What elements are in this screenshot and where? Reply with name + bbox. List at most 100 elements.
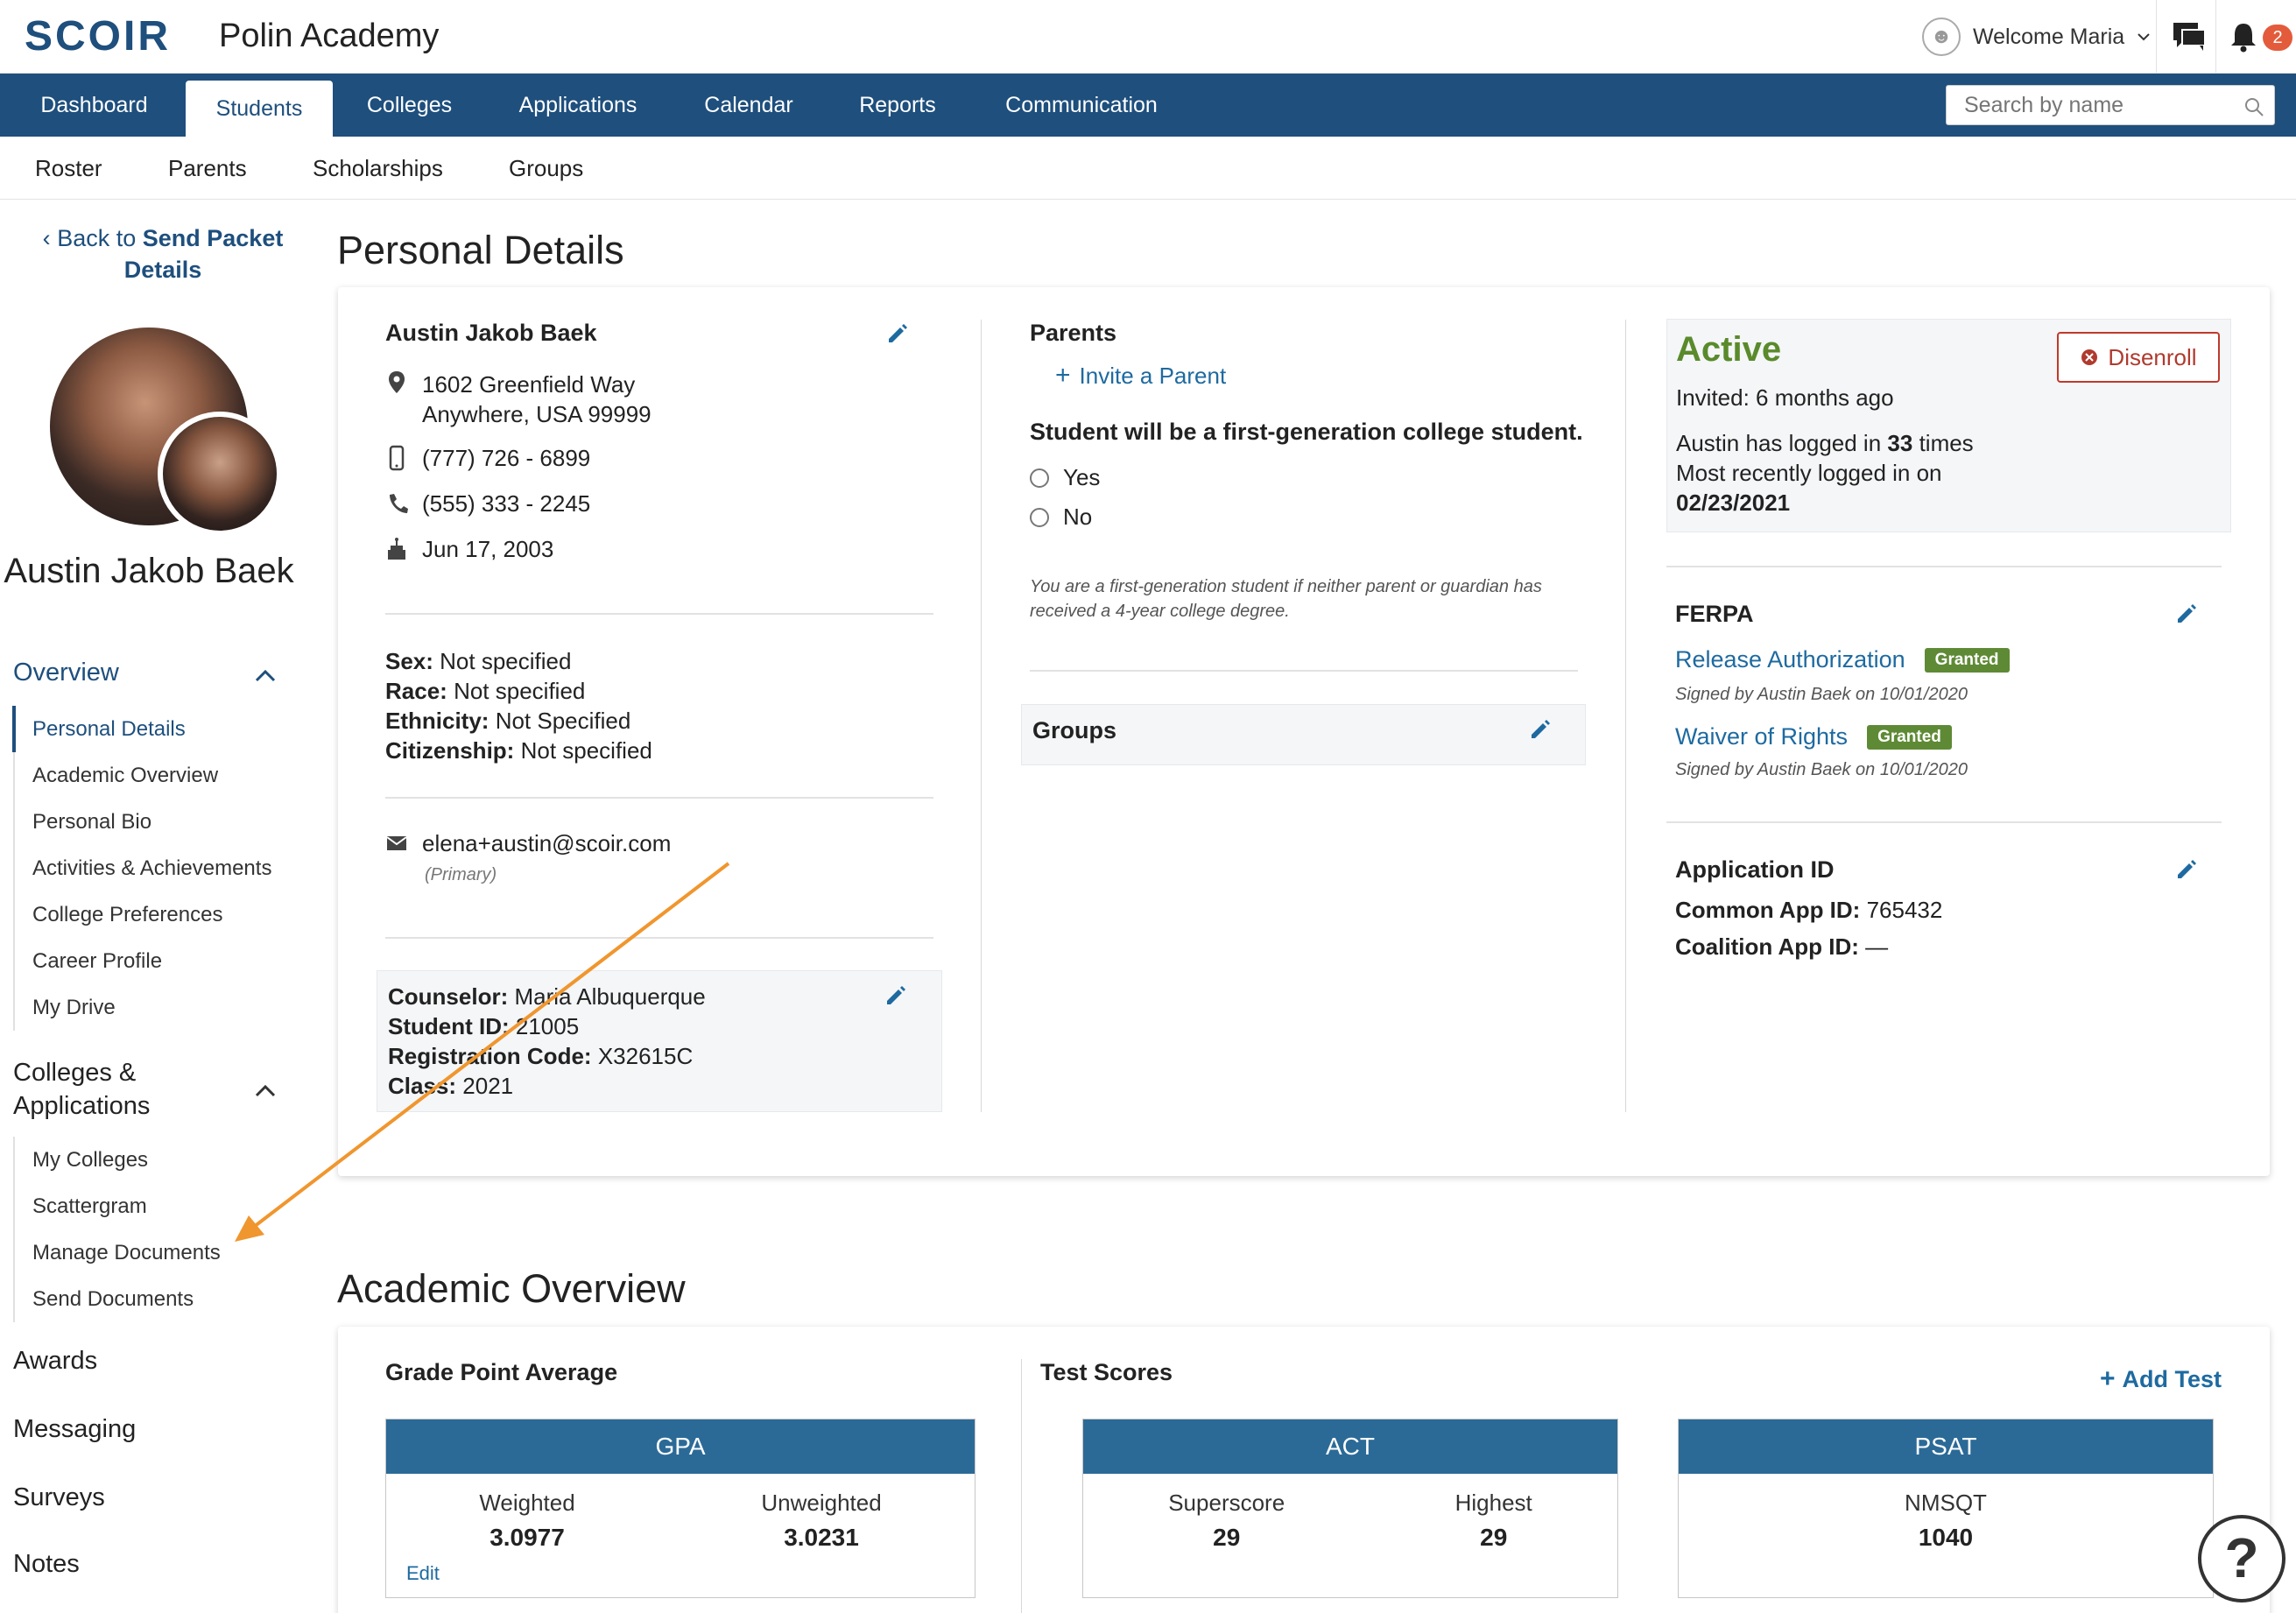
citizenship-label: Citizenship: [385,737,515,764]
sidebar-item-my-colleges[interactable]: My Colleges [32,1148,149,1172]
user-menu[interactable]: ☻ Welcome Maria [1922,16,2151,58]
sidebar-section-messaging[interactable]: Messaging [13,1415,137,1443]
sidebar-section-notes[interactable]: Notes [13,1550,80,1578]
sidebar-item-career-profile[interactable]: Career Profile [32,949,163,973]
main-navigation: Dashboard Students Colleges Applications… [0,74,2296,137]
disenroll-label: Disenroll [2108,343,2197,370]
psat-nmsqt: NMSQT 1040 [1905,1490,1987,1552]
nav-calendar[interactable]: Calendar [704,93,793,117]
nav-dashboard[interactable]: Dashboard [40,93,148,117]
subnav-scholarships[interactable]: Scholarships [313,155,443,181]
notification-badge: 2 [2263,25,2292,51]
sidebar-item-activities[interactable]: Activities & Achievements [32,856,272,880]
counselor-box: Counselor: Maria Albuquerque Student ID:… [377,970,942,1112]
citizenship-value: Not specified [520,737,652,764]
search-icon[interactable] [2243,96,2264,117]
column-divider [981,320,982,1112]
sidebar-item-college-preferences[interactable]: College Preferences [32,903,223,926]
psat-box: PSAT NMSQT 1040 [1678,1419,2214,1598]
nav-colleges[interactable]: Colleges [366,93,453,117]
counselor-label: Counselor: [388,983,509,1010]
sidebar-item-my-drive[interactable]: My Drive [32,996,116,1019]
divider [385,797,933,799]
birthday-row: Jun 17, 2003 [385,536,553,563]
scoir-logo[interactable]: SCOIR [25,13,172,60]
edit-pencil-icon[interactable] [886,322,909,345]
weighted-gpa: Weighted 3.0977 [479,1490,574,1552]
race-label: Race: [385,678,447,704]
common-app-label: Common App ID: [1675,897,1861,923]
divider [1666,821,2222,823]
edit-pencil-icon[interactable] [2175,858,2198,881]
ferpa-heading: FERPA [1675,601,1754,627]
email-primary-tag: (Primary) [425,865,497,884]
bell-icon[interactable] [2229,21,2258,53]
chevron-up-icon[interactable] [254,669,277,683]
edit-pencil-icon[interactable] [2175,602,2198,625]
parents-heading: Parents [1030,320,1117,346]
nav-students[interactable]: Students [186,81,333,137]
address-row: 1602 Greenfield Way Anywhere, USA 99999 [385,370,651,429]
disenroll-button[interactable]: Disenroll [2057,332,2220,383]
header-divider [2215,0,2216,74]
student-photo-small[interactable] [158,412,282,536]
chevron-up-icon[interactable] [254,1084,277,1098]
divider [1030,670,1578,672]
groups-box: Groups [1021,704,1586,765]
sidebar-section-surveys[interactable]: Surveys [13,1483,105,1511]
sidebar-item-personal-bio[interactable]: Personal Bio [32,810,152,834]
class-value: 2021 [462,1073,514,1099]
back-link[interactable]: ‹ Back to Send Packet Details [32,222,294,285]
weighted-label: Weighted [479,1490,575,1516]
mobile-row: (777) 726 - 6899 [385,445,590,472]
help-button[interactable]: ? [2198,1515,2285,1602]
reg-code-label: Registration Code: [388,1043,592,1069]
mobile-number: (777) 726 - 6899 [422,445,591,471]
edit-pencil-icon[interactable] [884,984,907,1007]
superscore-label: Superscore [1168,1490,1285,1516]
subnav-groups[interactable]: Groups [509,155,584,181]
radio-circle[interactable] [1030,507,1049,527]
login-count: 33 [1887,430,1913,456]
nav-applications[interactable]: Applications [518,93,637,117]
gpa-edit-link[interactable]: Edit [406,1562,440,1584]
common-app-row: Common App ID: 765432 [1675,897,1942,924]
unweighted-gpa: Unweighted 3.0231 [761,1490,881,1552]
add-test-button[interactable]: + Add Test [2100,1364,2222,1394]
chat-icon[interactable] [2172,21,2207,53]
sidebar-item-manage-documents[interactable]: Manage Documents [32,1241,221,1264]
ethnicity-label: Ethnicity: [385,708,489,734]
sidebar-item-academic-overview[interactable]: Academic Overview [32,764,219,787]
search-input[interactable] [1946,85,2275,125]
email-address[interactable]: elena+austin@scoir.com [422,830,672,856]
release-authorization-link[interactable]: Release Authorization [1675,646,1905,673]
edit-pencil-icon[interactable] [1529,718,1552,741]
sidebar-item-send-documents[interactable]: Send Documents [32,1287,194,1311]
sidebar-item-personal-details[interactable]: Personal Details [12,706,293,752]
sidebar-section-overview[interactable]: Overview [13,659,119,687]
radio-yes[interactable]: Yes [1030,464,1100,491]
divider [385,937,933,939]
back-prefix: Back to [57,225,137,251]
student-id-label: Student ID: [388,1013,510,1039]
recent-login-date: 02/23/2021 [1676,490,1791,516]
release-authorization-row: Release Authorization Granted [1675,646,2010,673]
radio-no[interactable]: No [1030,504,1092,531]
sidebar-section-awards[interactable]: Awards [13,1347,98,1375]
demographics: Sex: Not specified Race: Not specified E… [385,646,652,765]
sidebar-item-scattergram[interactable]: Scattergram [32,1194,147,1218]
radio-circle[interactable] [1030,468,1049,488]
subnav-parents[interactable]: Parents [168,155,247,181]
login-suffix: times [1919,430,1974,456]
gpa-heading: Grade Point Average [385,1359,618,1385]
nav-communication[interactable]: Communication [1005,93,1158,117]
chevron-down-icon [2138,33,2150,41]
subnav-roster[interactable]: Roster [35,155,102,181]
act-highest: Highest 29 [1455,1490,1532,1552]
divider [385,613,933,615]
invite-parent-link[interactable]: + Invite a Parent [1055,361,1226,391]
nav-reports[interactable]: Reports [859,93,936,117]
column-divider [1625,320,1626,1112]
sidebar-section-colleges[interactable]: Colleges & Applications [13,1059,151,1120]
waiver-of-rights-link[interactable]: Waiver of Rights [1675,723,1849,750]
